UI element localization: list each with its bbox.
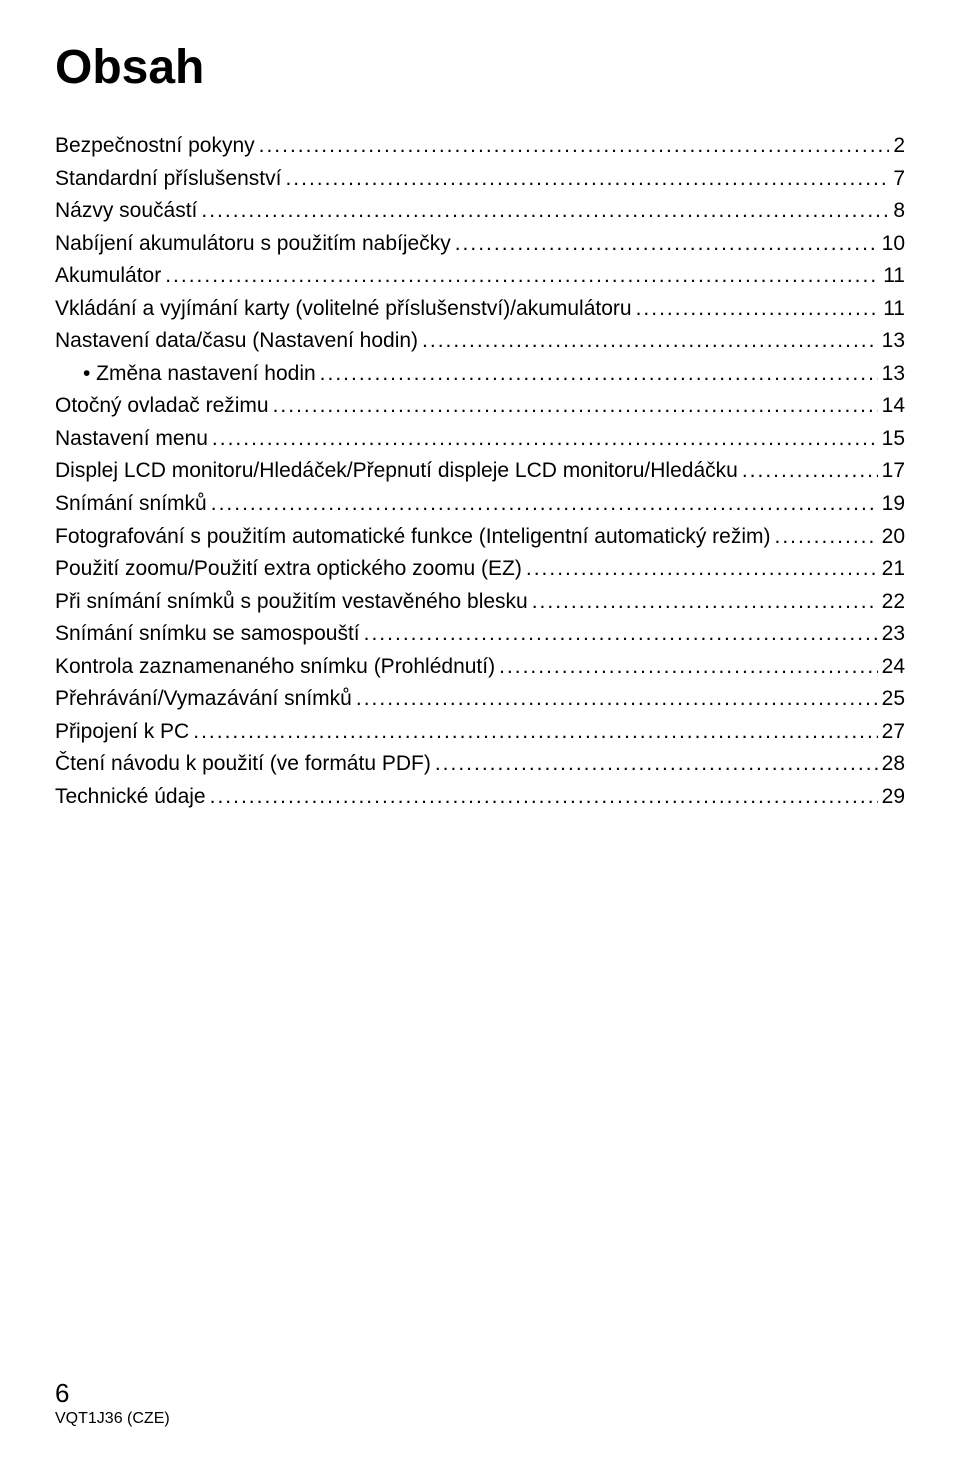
toc-entry-label: Snímání snímků <box>55 488 207 521</box>
toc-entry-page: 22 <box>878 586 905 619</box>
toc-entry-page: 21 <box>878 553 905 586</box>
toc-entry-label: Vkládání a vyjímání karty (volitelné pří… <box>55 293 632 326</box>
toc-entry-label: Připojení k PC <box>55 716 189 749</box>
toc-entry-label: Technické údaje <box>55 781 206 814</box>
toc-entry-label: Fotografování s použitím automatické fun… <box>55 521 771 554</box>
toc-entry-page: 24 <box>878 651 905 684</box>
toc-entry-page: 8 <box>889 195 905 228</box>
toc-entry: Použití zoomu/Použití extra optického zo… <box>55 553 905 586</box>
toc-entry-page: 10 <box>878 228 905 261</box>
toc-entry: Snímání snímků 19 <box>55 488 905 521</box>
toc-entry: Vkládání a vyjímání karty (volitelné pří… <box>55 293 905 326</box>
toc-leader-dots <box>495 651 878 684</box>
toc-entry-label: Displej LCD monitoru/Hledáček/Přepnutí d… <box>55 455 738 488</box>
toc-entry-label: Akumulátor <box>55 260 161 293</box>
toc-entry-label: Nastavení data/času (Nastavení hodin) <box>55 325 418 358</box>
toc-entry-page: 17 <box>878 455 905 488</box>
toc-entry-label: Při snímání snímků s použitím vestavěnéh… <box>55 586 528 619</box>
toc-entry: Snímání snímku se samospouští 23 <box>55 618 905 651</box>
toc-entry: Standardní příslušenství 7 <box>55 163 905 196</box>
toc-leader-dots <box>161 260 879 293</box>
toc-entry-page: 20 <box>878 521 905 554</box>
toc-entry: Otočný ovladač režimu 14 <box>55 390 905 423</box>
footer-document-code: VQT1J36 (CZE) <box>55 1409 170 1429</box>
toc-entry: Technické údaje 29 <box>55 781 905 814</box>
toc-entry-page: 11 <box>879 260 905 293</box>
toc-entry-page: 11 <box>879 293 905 326</box>
page-title: Obsah <box>55 40 905 95</box>
toc-entry-label: Snímání snímku se samospouští <box>55 618 360 651</box>
toc-entry: Akumulátor 11 <box>55 260 905 293</box>
toc-entry-page: 7 <box>889 163 905 196</box>
toc-entry: Čtení návodu k použití (ve formátu PDF) 2… <box>55 748 905 781</box>
toc-entry: Bezpečnostní pokyny 2 <box>55 130 905 163</box>
toc-entry: Nabíjení akumulátoru s použitím nabíječk… <box>55 228 905 261</box>
toc-entry-page: 13 <box>878 358 905 391</box>
page-footer: 6 VQT1J36 (CZE) <box>55 1377 170 1430</box>
toc-entry-page: 29 <box>878 781 905 814</box>
toc-entry-label: Přehrávání/Vymazávání snímků <box>55 683 352 716</box>
toc-leader-dots <box>255 130 890 163</box>
toc-entry-page: 25 <box>878 683 905 716</box>
toc-leader-dots <box>197 195 889 228</box>
toc-entry: Nastavení menu 15 <box>55 423 905 456</box>
toc-entry-page: 28 <box>878 748 905 781</box>
table-of-contents: Bezpečnostní pokyny2Standardní příslušen… <box>55 130 905 813</box>
toc-entry-label: Názvy součástí <box>55 195 197 228</box>
toc-entry-page: 23 <box>878 618 905 651</box>
toc-entry: Přehrávání/Vymazávání snímků 25 <box>55 683 905 716</box>
toc-entry-label: • Změna nastavení hodin <box>83 358 316 391</box>
toc-leader-dots <box>360 618 878 651</box>
toc-leader-dots <box>207 488 878 521</box>
toc-leader-dots <box>269 390 878 423</box>
footer-page-number: 6 <box>55 1377 170 1410</box>
toc-entry-label: Bezpečnostní pokyny <box>55 130 255 163</box>
toc-leader-dots <box>281 163 889 196</box>
toc-entry-label: Čtení návodu k použití (ve formátu PDF) <box>55 748 431 781</box>
toc-entry: Připojení k PC 27 <box>55 716 905 749</box>
toc-entry-label: Nastavení menu <box>55 423 208 456</box>
toc-leader-dots <box>738 455 878 488</box>
toc-entry: Názvy součástí 8 <box>55 195 905 228</box>
toc-leader-dots <box>771 521 878 554</box>
toc-entry-label: Kontrola zaznamenaného snímku (Prohlédnu… <box>55 651 495 684</box>
toc-entry-page: 19 <box>878 488 905 521</box>
toc-entry-label: Použití zoomu/Použití extra optického zo… <box>55 553 522 586</box>
toc-entry-label: Standardní příslušenství <box>55 163 281 196</box>
toc-entry-page: 14 <box>878 390 905 423</box>
toc-entry: Kontrola zaznamenaného snímku (Prohlédnu… <box>55 651 905 684</box>
toc-entry: • Změna nastavení hodin 13 <box>55 358 905 391</box>
toc-leader-dots <box>206 781 878 814</box>
toc-entry: Fotografování s použitím automatické fun… <box>55 521 905 554</box>
toc-entry-page: 2 <box>889 130 905 163</box>
toc-entry: Displej LCD monitoru/Hledáček/Přepnutí d… <box>55 455 905 488</box>
toc-leader-dots <box>522 553 878 586</box>
toc-entry: Nastavení data/času (Nastavení hodin) 13 <box>55 325 905 358</box>
toc-entry-page: 13 <box>878 325 905 358</box>
toc-entry-page: 15 <box>878 423 905 456</box>
toc-leader-dots <box>189 716 877 749</box>
toc-entry-page: 27 <box>878 716 905 749</box>
toc-leader-dots <box>418 325 878 358</box>
toc-entry: Při snímání snímků s použitím vestavěnéh… <box>55 586 905 619</box>
toc-leader-dots <box>208 423 878 456</box>
toc-leader-dots <box>316 358 878 391</box>
toc-leader-dots <box>528 586 878 619</box>
toc-leader-dots <box>632 293 880 326</box>
toc-leader-dots <box>451 228 878 261</box>
toc-entry-label: Nabíjení akumulátoru s použitím nabíječk… <box>55 228 451 261</box>
toc-leader-dots <box>431 748 878 781</box>
toc-leader-dots <box>352 683 878 716</box>
toc-entry-label: Otočný ovladač režimu <box>55 390 269 423</box>
